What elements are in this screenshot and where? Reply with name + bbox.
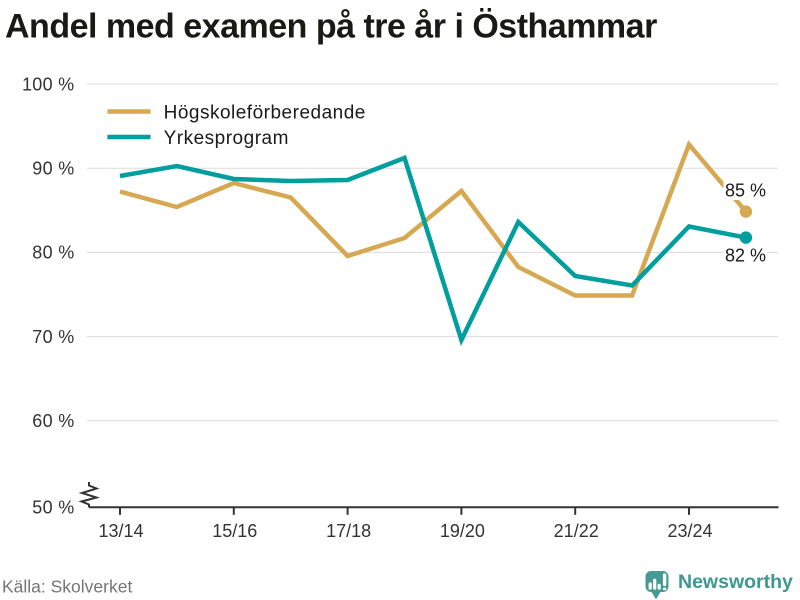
svg-text:23/24: 23/24 <box>667 521 712 541</box>
svg-text:90 %: 90 % <box>32 159 74 179</box>
svg-text:50 %: 50 % <box>32 497 74 517</box>
svg-text:85 %: 85 % <box>725 181 766 201</box>
svg-text:21/22: 21/22 <box>554 521 599 541</box>
svg-text:Yrkesprogram: Yrkesprogram <box>164 128 289 149</box>
svg-text:17/18: 17/18 <box>326 521 371 541</box>
svg-text:70 %: 70 % <box>32 327 74 347</box>
svg-text:82 %: 82 % <box>725 246 766 266</box>
svg-text:100 %: 100 % <box>22 74 75 94</box>
svg-text:13/14: 13/14 <box>98 521 143 541</box>
svg-text:60 %: 60 % <box>32 411 74 431</box>
svg-text:Källa: Skolverket: Källa: Skolverket <box>2 576 132 596</box>
svg-text:15/16: 15/16 <box>212 521 257 541</box>
svg-text:80 %: 80 % <box>32 243 74 263</box>
svg-text:19/20: 19/20 <box>440 521 485 541</box>
svg-text:Högskoleförberedande: Högskoleförberedande <box>164 102 366 123</box>
svg-text:Newsworthy: Newsworthy <box>678 571 793 593</box>
svg-text:Andel med examen på tre år i Ö: Andel med examen på tre år i Östhammar <box>5 8 657 46</box>
